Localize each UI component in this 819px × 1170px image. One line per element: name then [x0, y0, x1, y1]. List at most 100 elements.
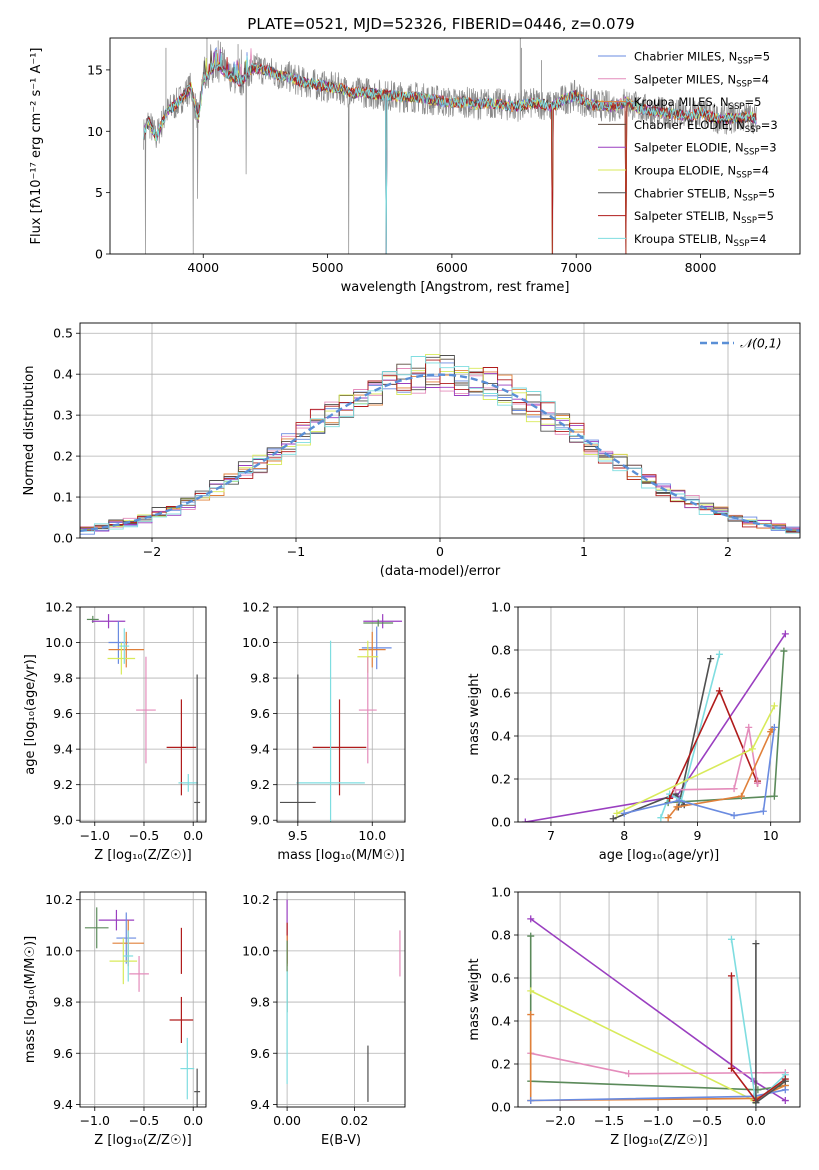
legend-suffix: =5 — [758, 186, 775, 200]
weight-line — [675, 727, 759, 791]
age-vs-mass-plot — [279, 614, 403, 822]
weight-marker — [657, 814, 665, 822]
weight-marker — [666, 794, 674, 802]
x-axis-label: age [log₁₀(age/yr)] — [599, 848, 720, 863]
weight-marker — [715, 650, 723, 658]
y-axis-label: mass [log₁₀(M/M☉)] — [23, 936, 38, 1063]
weight-marker — [675, 797, 683, 804]
weight-marker — [527, 1011, 535, 1019]
axes-frame — [79, 322, 801, 539]
weight-marker — [752, 1099, 760, 1107]
weight-marker — [737, 792, 745, 800]
y-tick-label: 10 — [87, 124, 103, 139]
y-tick-label: 10.0 — [45, 635, 73, 650]
axes-frame — [517, 606, 801, 823]
weight-marker — [730, 785, 738, 793]
weight-marker — [781, 1086, 789, 1094]
residuals-panel: −2 −1 0 1 2 0.0 0.1 0.2 0.3 0.4 0.5 (data-model)/er… — [22, 322, 801, 579]
mass-vs-ebv-plot — [286, 899, 401, 1102]
weight-marker — [521, 818, 529, 822]
legend-name: Chabrier STELIB, N — [634, 186, 742, 200]
legend-label: Salpeter STELIB, NSSP=5 — [634, 209, 774, 226]
x-tick-label: 0.0 — [183, 828, 203, 843]
legend-name: Kroupa STELIB, N — [634, 232, 734, 246]
legend-name: Chabrier MILES, N — [634, 50, 737, 64]
y-tick-label: 10.2 — [242, 600, 270, 615]
x-tick-label: 1 — [580, 544, 588, 559]
y-tick-label: 0.0 — [491, 815, 511, 830]
weight-marker — [527, 932, 535, 940]
axes-frame — [276, 891, 406, 1108]
weight-marker — [527, 987, 535, 995]
axes-frame — [79, 891, 207, 1108]
age-vs-mass-panel: 9.5 10.0 9.0 9.2 9.4 9.6 9.8 10.0 10.2 mass [log₁… — [242, 600, 406, 863]
x-axis-label: E(B-V) — [321, 1133, 361, 1148]
y-axis-label: mass weight — [467, 958, 482, 1040]
x-tick-label: −1.0 — [643, 1113, 673, 1128]
legend-label: Kroupa STELIB, NSSP=4 — [634, 232, 766, 249]
mass-vs-Z-panel: −1.0 −0.5 0.0 9.4 9.6 9.8 10.0 10.2 Z [log₁₀(Z/Z… — [23, 891, 207, 1148]
y-axis-label: Flux [fλ10⁻¹⁷ erg cm⁻² s⁻¹ A⁻¹] — [29, 48, 44, 245]
spectrum-plot — [143, 38, 757, 254]
y-axis-label: age [log₁₀(age/yr)] — [23, 654, 38, 775]
weight-marker — [527, 1097, 535, 1105]
x-axis-label: (data-model)/error — [380, 564, 501, 579]
legend-label: Chabrier STELIB, NSSP=5 — [634, 186, 775, 203]
histogram-step — [80, 356, 800, 538]
x-tick-label: 2 — [724, 544, 732, 559]
legend-sub: SSP — [737, 57, 753, 67]
x-axis-label: mass [log₁₀(M/M☉)] — [277, 848, 404, 863]
y-tick-label: 0.4 — [491, 1014, 511, 1029]
y-tick-label: 0.2 — [53, 449, 73, 464]
weight-marker — [781, 630, 789, 638]
legend-suffix: =3 — [761, 118, 778, 132]
x-tick-label: −0.5 — [692, 1113, 722, 1128]
y-tick-label: 0.8 — [491, 643, 511, 658]
x-tick-label: −1.5 — [594, 1113, 624, 1128]
y-tick-label: 10.2 — [242, 892, 270, 907]
x-tick-label: 0.02 — [341, 1113, 369, 1128]
legend-sub: SSP — [736, 171, 752, 181]
x-tick-label: 10.0 — [358, 828, 386, 843]
age-vs-Z-plot — [86, 614, 201, 822]
y-tick-label: 9.6 — [250, 1046, 270, 1061]
weight-line — [730, 975, 786, 1102]
legend-suffix: =3 — [760, 141, 777, 155]
y-axis-label: mass weight — [467, 673, 482, 755]
x-tick-label: 6000 — [436, 260, 468, 275]
legend-suffix: =5 — [753, 50, 770, 64]
weight-marker — [770, 723, 778, 731]
axes-frame — [79, 606, 207, 823]
x-tick-label: 5000 — [312, 260, 344, 275]
y-tick-label: 10.0 — [242, 635, 270, 650]
x-axis-label: Z [log₁₀(Z/Z☉)] — [610, 1133, 707, 1148]
weight-marker — [527, 915, 535, 923]
weight-marker — [620, 809, 628, 817]
weight-marker — [613, 809, 621, 817]
legend-sub: SSP — [745, 125, 761, 135]
weight-marker — [664, 814, 672, 822]
x-tick-label: −2 — [143, 544, 161, 559]
legend-label: Salpeter MILES, NSSP=4 — [634, 72, 769, 89]
weight-marker — [780, 647, 788, 655]
y-tick-label: 0.8 — [491, 928, 511, 943]
legend-name: Chabrier ELODIE, N — [634, 118, 745, 132]
x-tick-label: 4000 — [187, 260, 219, 275]
x-tick-label: −0.5 — [129, 1113, 159, 1128]
legend-suffix: =4 — [749, 232, 766, 246]
x-tick-label: 7 — [547, 828, 555, 843]
legend-sub: SSP — [744, 148, 760, 158]
y-tick-label: 0.5 — [53, 326, 73, 341]
x-tick-label: 9.5 — [288, 828, 308, 843]
x-tick-label: −1.0 — [80, 1113, 110, 1128]
weight-vs-age-plot — [521, 630, 789, 822]
y-tick-label: 9.4 — [250, 742, 270, 757]
y-tick-label: 0.6 — [491, 686, 511, 701]
axes-frame — [517, 891, 801, 1108]
y-tick-label: 9.6 — [53, 1046, 73, 1061]
weight-marker — [781, 1097, 789, 1105]
x-tick-label: −1.0 — [80, 828, 110, 843]
y-tick-label: 9.8 — [53, 671, 73, 686]
